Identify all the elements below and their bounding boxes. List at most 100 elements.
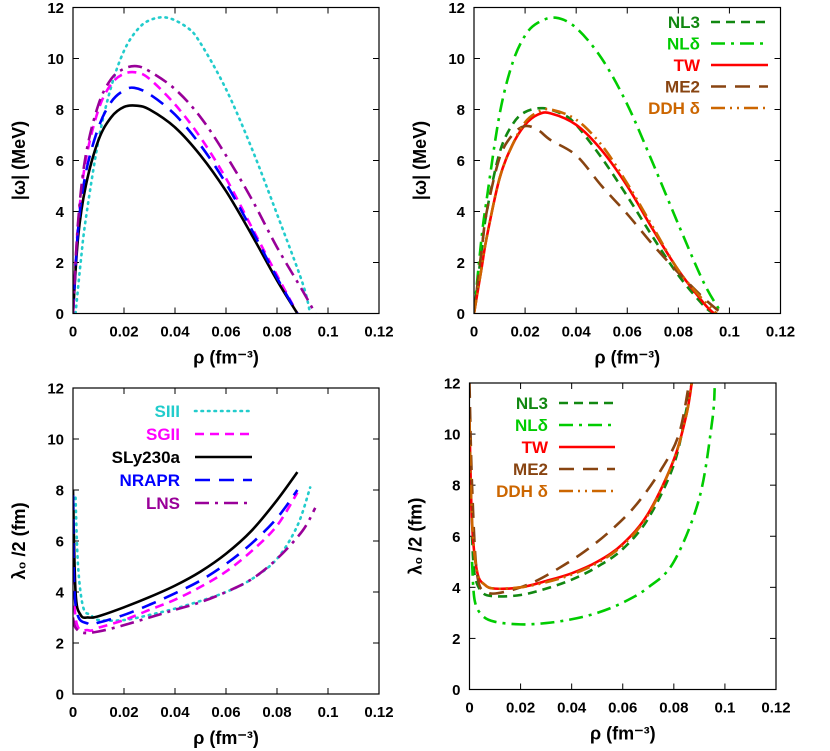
legend-label: SLy230a: [112, 448, 181, 467]
series-line-siii: [74, 486, 312, 622]
x-tick-label: 0.1: [714, 700, 735, 717]
x-tick-label: 0.02: [510, 324, 539, 341]
legend-label: ME2: [665, 78, 700, 97]
series-line-nl3: [470, 383, 693, 598]
x-tick-label: 0: [470, 324, 478, 341]
y-tick-label: 6: [56, 153, 64, 170]
series-line-sgii: [73, 491, 299, 633]
x-axis-label: ρ (fm⁻³): [193, 348, 259, 368]
y-axis-label: λ₀ /2 (fm): [9, 502, 29, 579]
x-tick-label: 0.1: [719, 324, 740, 341]
y-tick-label: 8: [457, 102, 465, 119]
x-axis-label: ρ (fm⁻³): [590, 724, 656, 744]
y-tick-label: 8: [56, 102, 64, 119]
legend-label: DDH δ: [496, 482, 548, 501]
series-line-ddhδ: [469, 383, 693, 591]
x-tick-label: 0.04: [562, 324, 592, 341]
series-line-sly230a: [73, 104, 299, 314]
x-tick-label: 0: [69, 324, 77, 341]
x-tick-label: 0.12: [364, 704, 393, 721]
y-tick-label: 4: [56, 585, 65, 602]
y-tick-label: 2: [56, 255, 64, 272]
y-tick-label: 4: [56, 204, 65, 221]
y-tick-label: 12: [47, 381, 64, 398]
panel-3: 0 0.02 0.04 0.06 0.08 0.1 0.12 0 2 4 6 8 10 12 ρ (fm⁻³…: [9, 381, 394, 749]
legend-label: TW: [522, 438, 549, 457]
series-line-siii: [74, 15, 312, 314]
legend-label: ME2: [513, 460, 548, 479]
series-line-lns: [73, 64, 317, 314]
y-tick-label: 4: [452, 580, 461, 597]
y-tick-label: 2: [56, 636, 64, 653]
y-tick-label: 10: [47, 432, 64, 449]
x-tick-label: 0.08: [262, 704, 291, 721]
y-tick-label: 8: [56, 483, 64, 500]
y-tick-label: 0: [56, 687, 64, 704]
y-tick-label: 8: [452, 478, 460, 495]
y-axis-label: λ₀ /2 (fm): [406, 498, 426, 575]
y-tick-label: 6: [457, 153, 465, 170]
x-tick-label: 0: [465, 700, 473, 717]
x-tick-label: 0.02: [506, 700, 535, 717]
y-tick-label: 10: [444, 427, 461, 444]
legend-label: NL3: [516, 394, 548, 413]
y-tick-label: 6: [56, 534, 64, 551]
series-line-nrapr: [73, 86, 299, 314]
y-tick-label: 10: [448, 51, 465, 68]
series-line-sly230a: [73, 471, 299, 620]
x-tick-label: 0.06: [608, 700, 637, 717]
x-tick-label: 0.08: [664, 324, 693, 341]
series-line-ddhδ: [474, 107, 718, 314]
x-tick-label: 0: [69, 704, 77, 721]
legend-label: NLδ: [667, 35, 700, 54]
y-tick-label: 12: [444, 376, 461, 393]
legend-label: NL3: [668, 13, 700, 32]
legend-label: LNS: [146, 494, 180, 513]
series-line-nlδ: [474, 16, 723, 314]
x-tick-label: 0.12: [364, 324, 393, 341]
y-tick-label: 6: [452, 529, 460, 546]
panel-1: 0 0.02 0.04 0.06 0.08 0.1 0.12 0 2 4 6 8 10 12 ρ (fm⁻³…: [9, 0, 394, 368]
series-line-me2: [474, 124, 723, 314]
x-tick-label: 0.08: [659, 700, 688, 717]
panel-4: 0 0.02 0.04 0.06 0.08 0.1 0.12 0 2 4 6 8 10 12 ρ (fm⁻³…: [406, 376, 791, 744]
y-axis-label: |ω| (MeV): [9, 121, 29, 200]
legend-label: NLδ: [515, 416, 548, 435]
x-tick-label: 0.06: [211, 704, 240, 721]
x-tick-label: 0.04: [160, 324, 190, 341]
plot-frame: [473, 6, 782, 315]
legend-label: NRAPR: [120, 471, 180, 490]
x-tick-label: 0.02: [109, 704, 138, 721]
x-tick-label: 0.04: [557, 700, 587, 717]
panel-2: 0 0.02 0.04 0.06 0.08 0.1 0.12 0 2 4 6 8 10 12 ρ (fm⁻³…: [410, 0, 795, 368]
plot-frame: [72, 387, 380, 695]
legend-label: SGII: [146, 425, 180, 444]
x-tick-label: 0.04: [160, 704, 190, 721]
y-tick-label: 12: [448, 0, 465, 17]
legend-label: TW: [674, 56, 701, 75]
series-line-tw: [474, 111, 716, 314]
x-tick-label: 0.02: [109, 324, 138, 341]
y-tick-label: 0: [56, 306, 64, 323]
y-tick-label: 0: [457, 306, 465, 323]
x-tick-label: 0.1: [318, 704, 339, 721]
y-axis-label: |ω| (MeV): [410, 121, 430, 200]
x-tick-label: 0.1: [318, 324, 339, 341]
y-tick-label: 2: [452, 631, 460, 648]
x-tick-label: 0.08: [262, 324, 291, 341]
x-axis-label: ρ (fm⁻³): [193, 728, 259, 748]
plot-frame: [72, 6, 380, 315]
series-line-lns: [73, 507, 317, 635]
x-axis-label: ρ (fm⁻³): [594, 348, 660, 368]
x-tick-label: 0.12: [766, 324, 795, 341]
legend-label: SIII: [154, 402, 180, 421]
x-tick-label: 0.12: [761, 700, 790, 717]
plot-frame: [468, 382, 777, 691]
series-line-nrapr: [73, 489, 299, 627]
legend-label: DDH δ: [648, 99, 700, 118]
y-tick-label: 4: [457, 204, 466, 221]
x-tick-label: 0.06: [211, 324, 240, 341]
y-tick-label: 0: [452, 682, 460, 699]
y-tick-label: 10: [47, 51, 64, 68]
